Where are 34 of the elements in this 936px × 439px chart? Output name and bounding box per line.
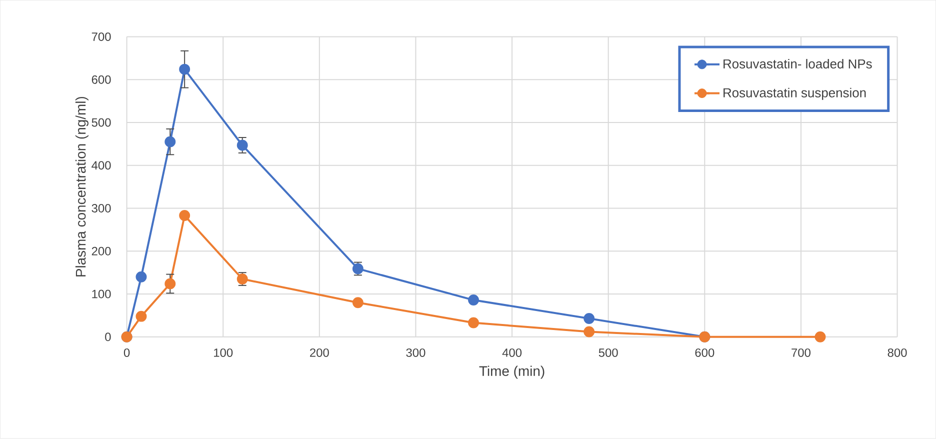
point	[584, 313, 595, 324]
legend-label: Rosuvastatin suspension	[724, 88, 866, 100]
x-axis-title: Time (min)	[479, 366, 544, 379]
x-tick-label: 600	[695, 348, 714, 358]
point	[468, 294, 479, 306]
x-tick-label: 200	[310, 348, 329, 358]
y-tick-label: 700	[92, 32, 111, 42]
point	[179, 64, 190, 75]
point	[136, 272, 147, 283]
y-tick-label: 300	[92, 204, 111, 213]
y-axis-title: Plasma concentration (ng/ml)	[75, 97, 88, 277]
point	[164, 278, 176, 290]
point	[236, 140, 248, 151]
point	[352, 297, 364, 308]
x-tick-label: 0	[124, 348, 130, 358]
y-tick-label: 100	[92, 290, 111, 298]
point	[468, 317, 479, 328]
point	[136, 310, 147, 322]
y-tick-label: 0	[105, 332, 111, 342]
x-tick-label: 800	[888, 348, 907, 358]
x-tick-label: 400	[502, 348, 522, 358]
point	[164, 136, 176, 148]
y-tick-label: 200	[92, 247, 111, 256]
x-tick-label: 100	[214, 348, 233, 358]
x-tick-label: 500	[598, 348, 618, 358]
x-tick-label: 700	[792, 348, 810, 358]
legend-label: Rosuvastatin- loaded NPs	[724, 59, 872, 69]
y-tick-label: 600	[92, 76, 111, 84]
point	[584, 326, 595, 338]
y-tick-label: 500	[92, 118, 111, 127]
y-tick-label: 400	[92, 161, 111, 170]
point	[814, 332, 826, 343]
x-tick-label: 300	[406, 348, 426, 358]
point	[179, 210, 190, 222]
